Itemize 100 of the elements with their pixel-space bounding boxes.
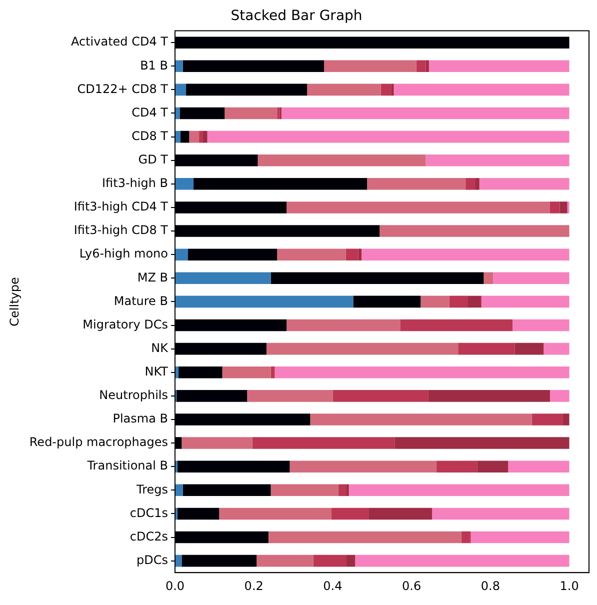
y-tick-label: MZ B <box>137 270 168 284</box>
x-tick-label: 0.2 <box>244 578 264 593</box>
bar <box>361 248 570 260</box>
bar <box>307 84 381 96</box>
bar <box>175 484 183 496</box>
bar <box>394 437 570 449</box>
y-tick-label: Migratory DCs <box>82 317 168 332</box>
bar <box>512 319 570 332</box>
bar <box>368 508 432 520</box>
bar <box>466 178 476 190</box>
x-tick-label: 0.0 <box>165 578 185 593</box>
bar <box>177 508 220 520</box>
bar <box>358 248 362 260</box>
bar <box>560 202 568 214</box>
x-tick-label: 1.0 <box>560 578 579 593</box>
bar <box>449 296 468 308</box>
y-tick-label: Mature B <box>114 294 168 308</box>
bar <box>199 130 203 143</box>
bar <box>332 390 428 402</box>
y-tick-label: B1 B <box>140 58 168 72</box>
y-tick-label: cDC2s <box>130 529 168 544</box>
bar <box>222 366 271 378</box>
bar <box>182 60 324 72</box>
bar <box>194 178 368 190</box>
bar <box>270 272 484 284</box>
bar <box>416 60 426 72</box>
bar <box>562 414 570 426</box>
bar <box>281 107 570 120</box>
bar <box>247 390 333 402</box>
bar <box>182 437 252 449</box>
bar <box>324 60 416 72</box>
y-tick-label: Plasma B <box>112 412 168 426</box>
bar <box>256 554 314 567</box>
bar <box>189 130 200 143</box>
bar <box>188 248 278 260</box>
bar <box>186 84 308 96</box>
bar <box>266 342 458 355</box>
bar <box>470 531 570 544</box>
bar <box>428 390 550 402</box>
bar <box>277 248 346 260</box>
bar <box>367 178 466 190</box>
bar <box>428 60 570 72</box>
bar <box>346 554 356 567</box>
y-tick-label: Ifit3-high B <box>102 176 168 190</box>
bar <box>175 248 188 260</box>
x-tick-label: 0.4 <box>323 578 342 593</box>
y-tick-label: Activated CD4 T <box>70 34 169 49</box>
y-tick-label: Transitional B <box>86 458 168 473</box>
y-tick-label: Ifit3-high CD8 T <box>74 223 169 238</box>
bar <box>286 319 400 332</box>
y-tick-label: Ly6-high mono <box>79 246 168 261</box>
bar <box>391 84 394 96</box>
x-tick-label: 0.6 <box>402 578 422 593</box>
bar <box>258 154 426 166</box>
bar <box>493 272 570 284</box>
bar <box>550 202 560 214</box>
bar <box>178 366 222 378</box>
y-tick-label: GD T <box>138 152 169 166</box>
y-tick-label: Tregs <box>136 482 168 496</box>
bar <box>270 484 338 496</box>
bar <box>175 272 271 284</box>
bar <box>348 484 570 496</box>
y-tick-label: Red-pulp macrophages <box>29 435 168 450</box>
bar <box>426 154 570 166</box>
bar <box>180 130 190 143</box>
bar <box>180 107 225 120</box>
bar <box>286 202 550 214</box>
bar <box>544 342 570 355</box>
y-tick-label: cDC1s <box>130 506 168 520</box>
bar <box>550 390 570 402</box>
bar <box>346 248 358 260</box>
y-tick-label: CD4 T <box>132 105 169 120</box>
bar <box>338 484 347 496</box>
bar <box>394 84 570 96</box>
bar <box>484 272 494 284</box>
bar <box>420 296 450 308</box>
bar <box>270 366 275 378</box>
y-tick-label: NK <box>151 340 170 355</box>
bar <box>182 484 271 496</box>
bar <box>380 225 570 237</box>
bar <box>475 178 480 190</box>
bar <box>182 554 257 567</box>
bar <box>508 460 570 472</box>
bar <box>468 296 482 308</box>
bar <box>175 178 194 190</box>
bar <box>277 107 280 120</box>
x-tick-label: 0.8 <box>480 578 500 593</box>
bar <box>532 414 563 426</box>
bar <box>268 531 462 544</box>
bar <box>274 366 570 378</box>
bar <box>175 60 183 72</box>
bar <box>207 130 570 143</box>
bar <box>224 107 278 120</box>
bar <box>400 319 513 332</box>
bar <box>290 460 436 472</box>
y-tick-label: CD122+ CD8 T <box>77 82 169 96</box>
bar <box>432 508 570 520</box>
bar <box>219 508 332 520</box>
y-tick-label: Neutrophils <box>99 388 168 402</box>
chart-title: Stacked Bar Graph <box>230 8 362 24</box>
